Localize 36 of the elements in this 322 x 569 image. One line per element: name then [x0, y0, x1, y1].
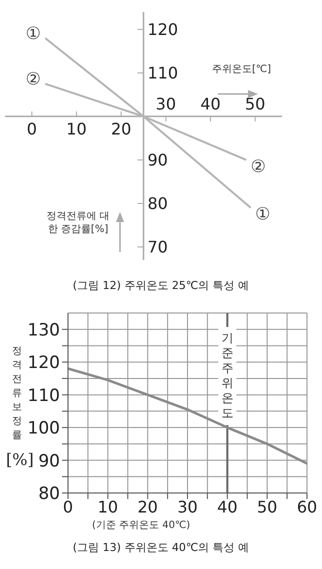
- series-label: ②: [250, 156, 266, 177]
- x2-tick-label: 30: [156, 94, 176, 114]
- series-label: ①: [255, 204, 270, 225]
- text: ①: [26, 24, 41, 44]
- text: (기준 주위온도 40℃): [92, 519, 190, 532]
- y-tick-label: 90: [38, 451, 60, 472]
- y-axis-title: 정격전류보정률: [11, 345, 23, 443]
- x-tick-label: 60: [296, 497, 318, 516]
- text: (그림 12) 주위온도 25℃의 특성 예: [72, 278, 250, 293]
- y-tick-label: 70: [148, 238, 168, 257]
- x-tick-label: 0: [62, 497, 74, 516]
- y-tick-label: 120: [148, 20, 178, 40]
- x-axis-title: 주위온도[℃]: [212, 63, 272, 76]
- y-tick-label: 110: [28, 386, 60, 406]
- y-tick-label: 80: [38, 484, 60, 504]
- y-tick-label: 110: [148, 64, 178, 83]
- x-tick-label: 10: [98, 497, 118, 516]
- y-tick-label: 100: [28, 418, 60, 439]
- x2-tick-label: 40: [200, 94, 221, 114]
- ref-line-label: 기준주위온도: [221, 331, 234, 420]
- x-tick-label: 20: [110, 119, 132, 138]
- x-tick-label: 10: [66, 119, 87, 138]
- x-tick-label: 0: [26, 119, 37, 138]
- x-tick-label: 40: [217, 497, 238, 516]
- text: (그림 13) 주위온도 40℃의 특성 예: [72, 540, 250, 555]
- x2-tick-label: 50: [245, 94, 266, 114]
- y-tick-label: 130: [28, 320, 60, 340]
- text: ②: [26, 70, 41, 90]
- y-tick-label: 80: [148, 194, 168, 214]
- x-tick-label: 20: [137, 497, 158, 516]
- y-tick-label: 120: [28, 353, 60, 374]
- x-tick-label: 30: [177, 497, 198, 516]
- x-tick-label: 50: [256, 497, 278, 516]
- y-axis-title: 정격전류에 대한 증감률[%]: [45, 210, 111, 236]
- y-tick-label: 90: [148, 150, 168, 170]
- text: [%]: [6, 450, 34, 469]
